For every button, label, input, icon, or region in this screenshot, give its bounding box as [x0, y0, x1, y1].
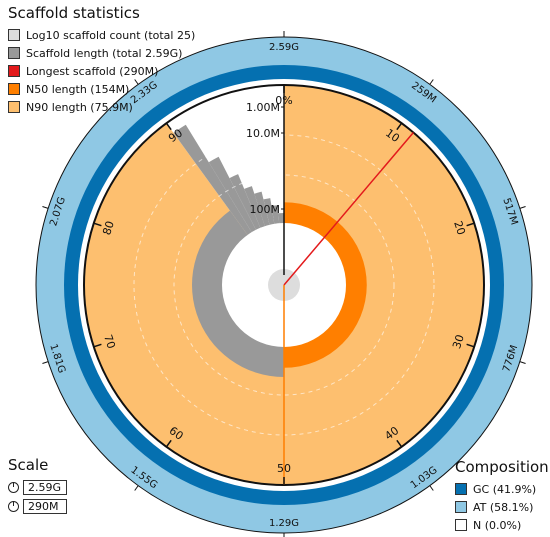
scale-legend: Scale 2.59G 290M	[8, 456, 67, 516]
scale-item: 2.59G	[8, 478, 67, 497]
legend-label: Longest scaffold (290M)	[26, 64, 159, 78]
percent-tick	[396, 439, 403, 448]
legend-label: GC (41.9%)	[473, 482, 537, 496]
length-tick	[134, 79, 139, 85]
longest-scaffold-line	[283, 132, 414, 286]
legend-swatch	[8, 65, 20, 77]
percent-tick-label: 50	[277, 462, 291, 475]
percent-tick	[466, 222, 475, 227]
length-tick-label: 2.59G	[269, 42, 299, 53]
scale-value: 2.59G	[23, 480, 67, 495]
composition-legend: Composition GC (41.9%) AT (58.1%) N (0.0…	[455, 458, 549, 534]
legend-item-n90: N90 length (75.9M)	[8, 98, 195, 116]
legend-label: N (0.0%)	[473, 518, 522, 532]
percent-tick-label: 80	[100, 219, 117, 236]
percent-tick	[93, 222, 102, 227]
composition-title: Composition	[455, 458, 549, 476]
percent-tick-label: 0%	[275, 94, 292, 107]
length-tick	[429, 79, 434, 85]
percent-tick	[466, 343, 475, 348]
legend-label: Scaffold length (total 2.59G)	[26, 46, 183, 60]
legend-label: N50 length (154M)	[26, 82, 130, 96]
percent-tick-label: 70	[101, 333, 118, 350]
scaffold-legend: Scaffold statistics Log10 scaffold count…	[8, 4, 195, 116]
snail-layer: 1.00M10.0M100M0%1020304050607080902.59G2…	[35, 31, 533, 537]
composition-item-at: AT (58.1%)	[455, 498, 549, 516]
composition-item-gc: GC (41.9%)	[455, 480, 549, 498]
legend-swatch	[455, 501, 467, 513]
legend-swatch	[8, 47, 20, 59]
radial-guide	[173, 174, 395, 396]
length-tick	[519, 361, 526, 364]
legend-title: Scaffold statistics	[8, 4, 140, 22]
percent-tick	[165, 122, 172, 131]
legend-label: Log10 scaffold count (total 25)	[26, 28, 196, 42]
legend-swatch	[8, 83, 20, 95]
length-tick	[429, 485, 434, 491]
outer-ring-outline	[35, 36, 533, 534]
legend-swatch	[455, 519, 467, 531]
legend-swatch	[8, 101, 20, 113]
percent-tick	[93, 343, 102, 348]
radial-axis-label: 10.0M	[246, 127, 280, 140]
percent-tick-label: 30	[450, 333, 467, 350]
legend-swatch	[455, 483, 467, 495]
scale-item: 290M	[8, 497, 67, 516]
length-tick	[42, 361, 49, 364]
length-tick	[42, 206, 49, 209]
percent-tick	[165, 439, 172, 448]
scale-circle-icon	[8, 501, 19, 512]
legend-label: AT (58.1%)	[473, 500, 534, 514]
legend-swatch	[8, 29, 20, 41]
legend-label: N90 length (75.9M)	[26, 100, 133, 114]
scale-circle-icon	[8, 482, 19, 493]
scale-title: Scale	[8, 456, 49, 474]
percent-tick-label: 20	[451, 219, 468, 236]
scale-value: 290M	[23, 499, 67, 514]
percent-tick	[396, 122, 403, 131]
length-tick	[134, 485, 139, 491]
length-tick	[519, 206, 526, 209]
legend-item-n50: N50 length (154M)	[8, 80, 195, 98]
length-tick-label: 1.29G	[269, 518, 299, 529]
legend-item-longest-scaffold: Longest scaffold (290M)	[8, 62, 195, 80]
legend-item-scaffold-length: Scaffold length (total 2.59G)	[8, 44, 195, 62]
legend-item-scaffold-count: Log10 scaffold count (total 25)	[8, 26, 195, 44]
radial-axis-label: 1.00M	[246, 101, 280, 114]
composition-item-n: N (0.0%)	[455, 516, 549, 534]
radial-axis-label: 100M	[250, 203, 281, 216]
